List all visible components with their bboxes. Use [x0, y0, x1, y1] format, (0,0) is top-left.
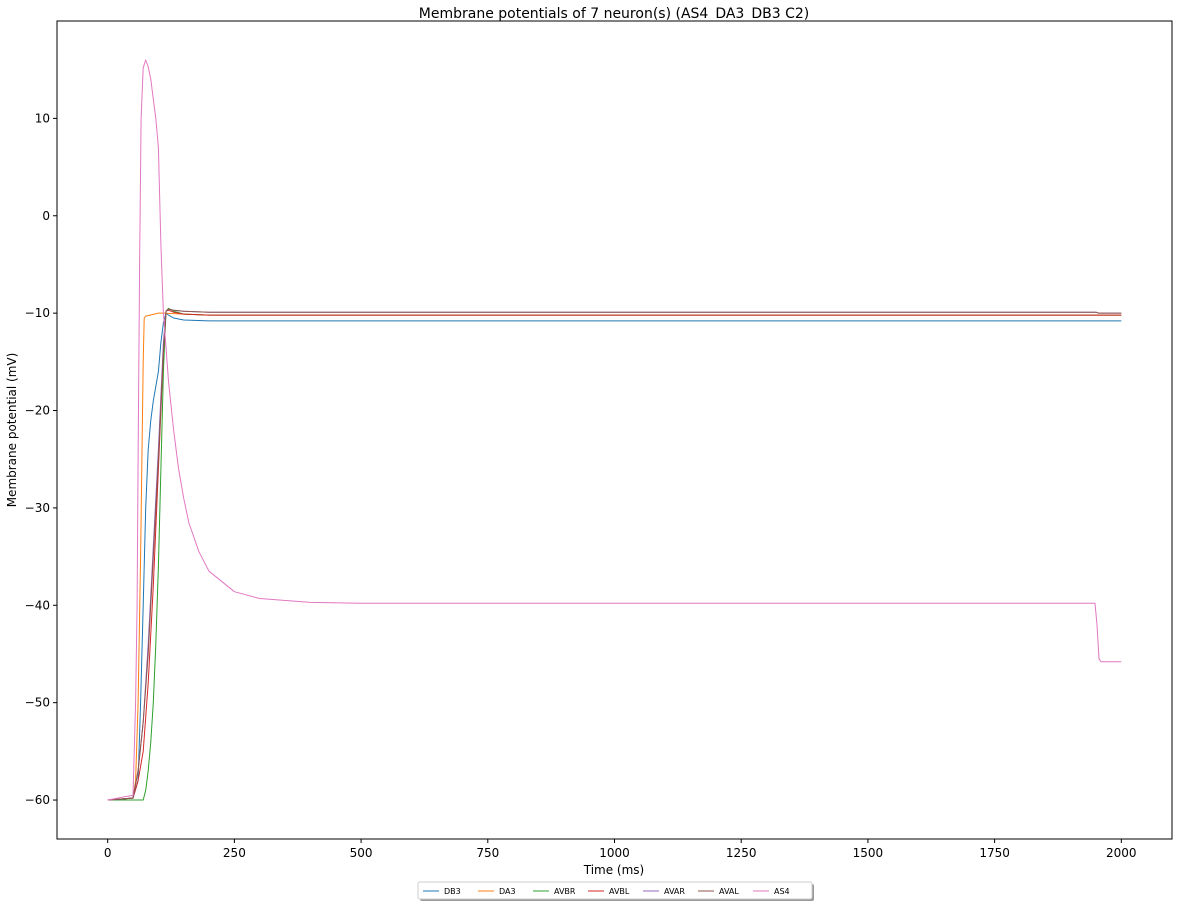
plot-area [56, 20, 1173, 840]
chart-title: Membrane potentials of 7 neuron(s) (AS4_… [419, 6, 809, 22]
series-lines [107, 59, 1122, 801]
legend-label-as4: AS4 [774, 887, 790, 896]
y-axis-ticks: −60 −50 −40 −30 −20 −10 0 10 [25, 111, 57, 807]
y-axis-label: Membrane potential (mV) [5, 353, 19, 508]
x-tick-label: 0 [104, 846, 112, 860]
legend-label-db3: DB3 [444, 887, 461, 896]
series-line-db3 [107, 312, 1122, 801]
legend-label-avbr: AVBR [554, 887, 576, 896]
y-tick-label: −50 [25, 696, 50, 710]
y-tick-label: −20 [25, 404, 50, 418]
x-tick-label: 250 [223, 846, 246, 860]
y-tick-label: −40 [25, 598, 50, 612]
series-line-as4 [107, 59, 1122, 801]
legend: DB3 DA3 AVBR AVBL AVAR AVAL AS4 [417, 881, 814, 901]
y-tick-label: −10 [25, 306, 50, 320]
legend-box [417, 881, 813, 900]
x-axis-ticks: 0 250 500 750 1000 1250 1500 1750 2000 [104, 839, 1137, 860]
legend-items: DB3 DA3 AVBR AVBL AVAR AVAL AS4 [423, 887, 790, 896]
y-tick-label: −30 [25, 501, 50, 515]
legend-label-aval: AVAL [719, 887, 739, 896]
x-tick-label: 1750 [979, 846, 1010, 860]
x-tick-label: 1500 [853, 846, 884, 860]
y-tick-label: −60 [25, 793, 50, 807]
x-tick-label: 750 [476, 846, 499, 860]
legend-label-avbl: AVBL [609, 887, 630, 896]
x-axis-label: Time (ms) [583, 863, 645, 877]
legend-label-avar: AVAR [664, 887, 685, 896]
x-tick-label: 1000 [599, 846, 630, 860]
legend-label-da3: DA3 [499, 887, 516, 896]
x-tick-label: 1250 [726, 846, 757, 860]
series-line-aval [107, 308, 1122, 801]
plot-background [57, 21, 1172, 839]
y-tick-label: 0 [42, 209, 50, 223]
x-tick-label: 500 [350, 846, 373, 860]
y-tick-label: 10 [35, 111, 50, 125]
x-tick-label: 2000 [1106, 846, 1137, 860]
